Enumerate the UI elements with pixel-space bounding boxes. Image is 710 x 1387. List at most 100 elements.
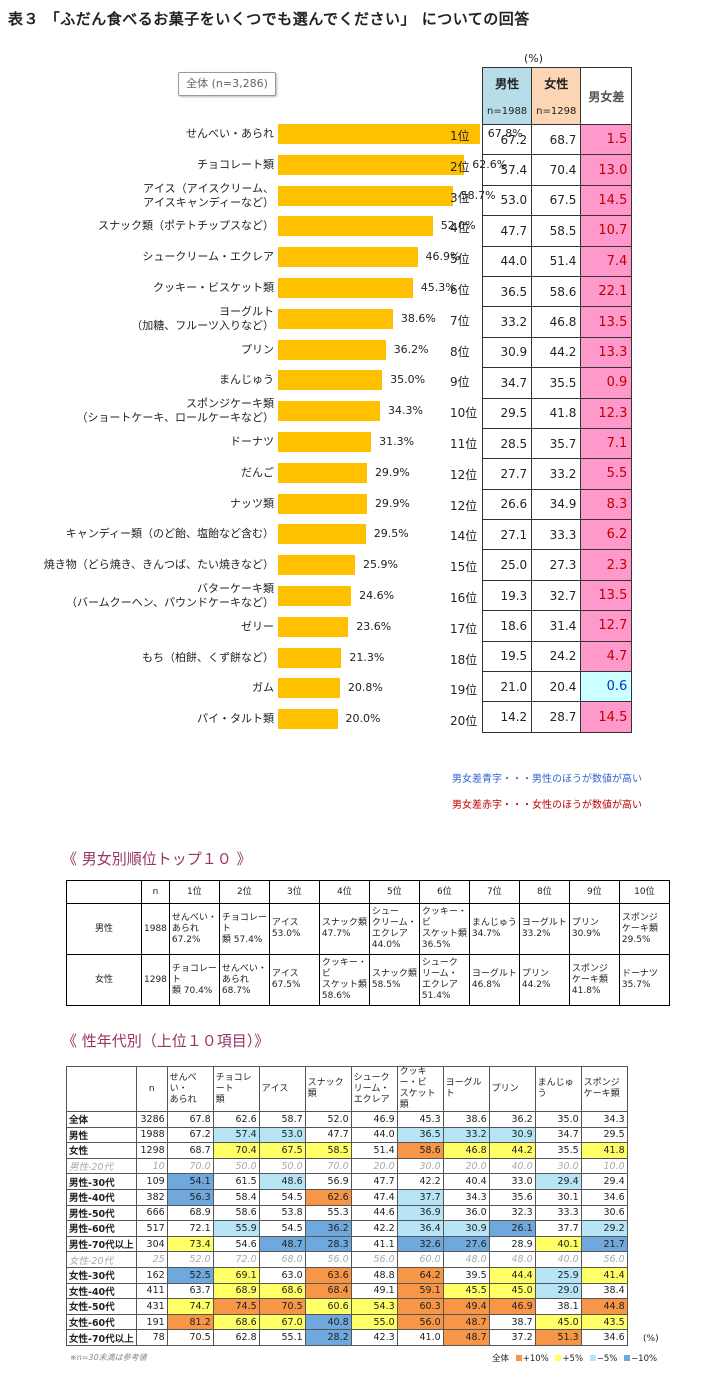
age-cell: 67.2 <box>166 1126 214 1144</box>
rank-label: 11位 <box>450 437 478 451</box>
age-table: n せんべい・ あられ チョコレート類アイス スナック類 シューク リーム・ エクレア クッキー… <box>66 1066 628 1346</box>
age-n: 191 <box>135 1313 168 1331</box>
top10-cell: シューク リーム・ エクレア 51.4% <box>418 954 470 1006</box>
age-cell: 70.5 <box>258 1298 306 1315</box>
bar <box>278 308 393 329</box>
top10-header: 1位 <box>168 880 220 904</box>
male-value: 19.3 <box>481 579 533 612</box>
diff-value: 5.5 <box>580 458 633 490</box>
age-cell: 36.0 <box>442 1204 490 1222</box>
bar-value-label: 29.5% <box>373 527 409 541</box>
age-cell: 73.4 <box>166 1235 214 1253</box>
rank-label: 8位 <box>450 344 470 359</box>
age-row-label: 女性-30代 <box>66 1266 137 1284</box>
age-header: ヨーグルト <box>442 1066 490 1112</box>
age-cell: 20.0 <box>442 1157 490 1175</box>
age-cell: 52.0 <box>304 1111 352 1128</box>
age-n: 1988 <box>135 1126 168 1144</box>
age-cell: 52.0 <box>166 1251 214 1268</box>
age-cell: 63.7 <box>166 1282 214 1300</box>
age-row-label: 女性 <box>66 1142 137 1159</box>
bar-value-label: 20.8% <box>347 681 383 695</box>
bar-category-label: ドーナツ <box>230 435 274 448</box>
gender-row: 25.0 27.3 2.3 <box>481 549 633 581</box>
female-value: 33.2 <box>531 458 582 490</box>
top10-cell: スポンジ ケーキ類 29.5% <box>618 903 670 955</box>
age-cell: 29.4 <box>580 1173 628 1190</box>
age-cell: 33.2 <box>442 1126 490 1144</box>
age-row: 男性-70代以上 304 73.4 54.6 48.7 28.3 41.1 32.6 27.6 2… <box>66 1235 628 1253</box>
top10-n: 1988 <box>141 903 170 955</box>
age-cell: 68.6 <box>258 1282 306 1300</box>
male-value: 28.5 <box>481 427 533 460</box>
bar <box>278 462 367 483</box>
gender-row: 19.3 32.7 13.5 <box>481 579 633 612</box>
age-n: 517 <box>135 1220 168 1237</box>
rank-label: 2位 <box>450 159 470 174</box>
diff-value: 14.5 <box>580 184 633 217</box>
age-n: 10 <box>135 1157 168 1175</box>
diff-value: 0.6 <box>580 671 633 703</box>
age-cell: 45.5 <box>442 1282 490 1300</box>
age-cell: 50.0 <box>258 1157 306 1175</box>
age-cell: 60.6 <box>304 1298 352 1315</box>
top10-cell: スナック類 58.5% <box>368 954 420 1006</box>
age-row-label: 男性-60代 <box>66 1220 137 1237</box>
gender-row: 27.7 33.2 5.5 <box>481 458 633 490</box>
age-cell: 62.8 <box>212 1329 260 1346</box>
bar <box>278 647 342 668</box>
bar-category-label: せんべい・あられ <box>186 127 274 140</box>
age-cell: 35.6 <box>488 1188 536 1206</box>
top10-cell: プリン 30.9% <box>568 903 620 955</box>
male-value: 18.6 <box>481 610 533 642</box>
age-legend: 全体 +10% +5% −5% −10% <box>492 1354 658 1364</box>
age-cell: 72.1 <box>166 1220 214 1237</box>
bar <box>278 154 465 175</box>
bar-value-label: 20.0% <box>345 712 381 726</box>
age-cell: 67.5 <box>258 1142 306 1159</box>
age-cell: 52.5 <box>166 1266 214 1284</box>
age-cell: 72.0 <box>212 1251 260 1268</box>
age-cell: 48.7 <box>258 1235 306 1253</box>
female-value: 58.6 <box>531 275 582 308</box>
diff-value: 12.3 <box>580 397 633 429</box>
gender-row: 21.0 20.4 0.6 <box>481 671 633 703</box>
age-row: 男性-20代 10 70.0 50.0 50.0 70.0 20.0 30.0 20.0 40.0… <box>66 1157 628 1175</box>
bar-category-label: ヨーグルト （加糖、フルーツ入りなど） <box>131 304 274 332</box>
bar <box>278 124 480 144</box>
age-cell: 37.2 <box>488 1329 536 1346</box>
diff-value: 14.5 <box>580 701 633 733</box>
age-cell: 55.0 <box>350 1313 398 1331</box>
age-cell: 58.6 <box>212 1204 260 1222</box>
female-header: 女性 n=1298 <box>531 67 582 125</box>
age-cell: 56.9 <box>304 1173 352 1190</box>
gender-row: 53.0 67.5 14.5 <box>481 184 633 217</box>
bar <box>278 493 367 514</box>
age-row-label: 女性-40代 <box>66 1282 137 1300</box>
top10-cell: チョコレート類 57.4% <box>218 903 270 955</box>
male-value: 27.7 <box>481 458 533 490</box>
age-title: 《 性年代別（上位１０項目）》 <box>62 1032 270 1050</box>
age-cell: 45.3 <box>396 1111 444 1128</box>
top10-cell: チョコレート類 70.4% <box>168 954 220 1006</box>
top10-cell: クッキー・ビ スケット類 58.6% <box>318 954 370 1006</box>
age-cell: 44.0 <box>350 1126 398 1144</box>
gender-row: 47.7 58.5 10.7 <box>481 215 633 247</box>
age-cell: 34.7 <box>534 1126 582 1144</box>
top10-cell: シュー クリーム・ エクレア 44.0% <box>368 903 420 955</box>
top10-cell: せんべい・ あられ 68.7% <box>218 954 270 1006</box>
age-row-label: 男性-30代 <box>66 1173 137 1190</box>
age-row: 女性-40代 411 63.7 68.9 68.6 68.4 49.1 59.1 45.5 45.… <box>66 1282 628 1300</box>
age-cell: 41.8 <box>580 1142 628 1159</box>
male-value: 30.9 <box>481 336 533 369</box>
bar-category-label: キャンディー類（のど飴、塩飴など含む） <box>65 527 274 541</box>
age-row: 女性-30代 162 52.5 69.1 63.0 63.6 48.8 64.2 39.5 44.… <box>66 1266 628 1284</box>
age-cell: 40.4 <box>442 1173 490 1190</box>
age-cell: 38.1 <box>534 1298 582 1315</box>
bar-value-label: 38.6% <box>400 311 436 325</box>
age-cell: 58.7 <box>258 1111 306 1128</box>
age-header: アイス <box>258 1066 306 1112</box>
age-n: 304 <box>135 1235 168 1253</box>
bar <box>278 616 349 637</box>
age-row-label: 女性-60代 <box>66 1313 137 1331</box>
